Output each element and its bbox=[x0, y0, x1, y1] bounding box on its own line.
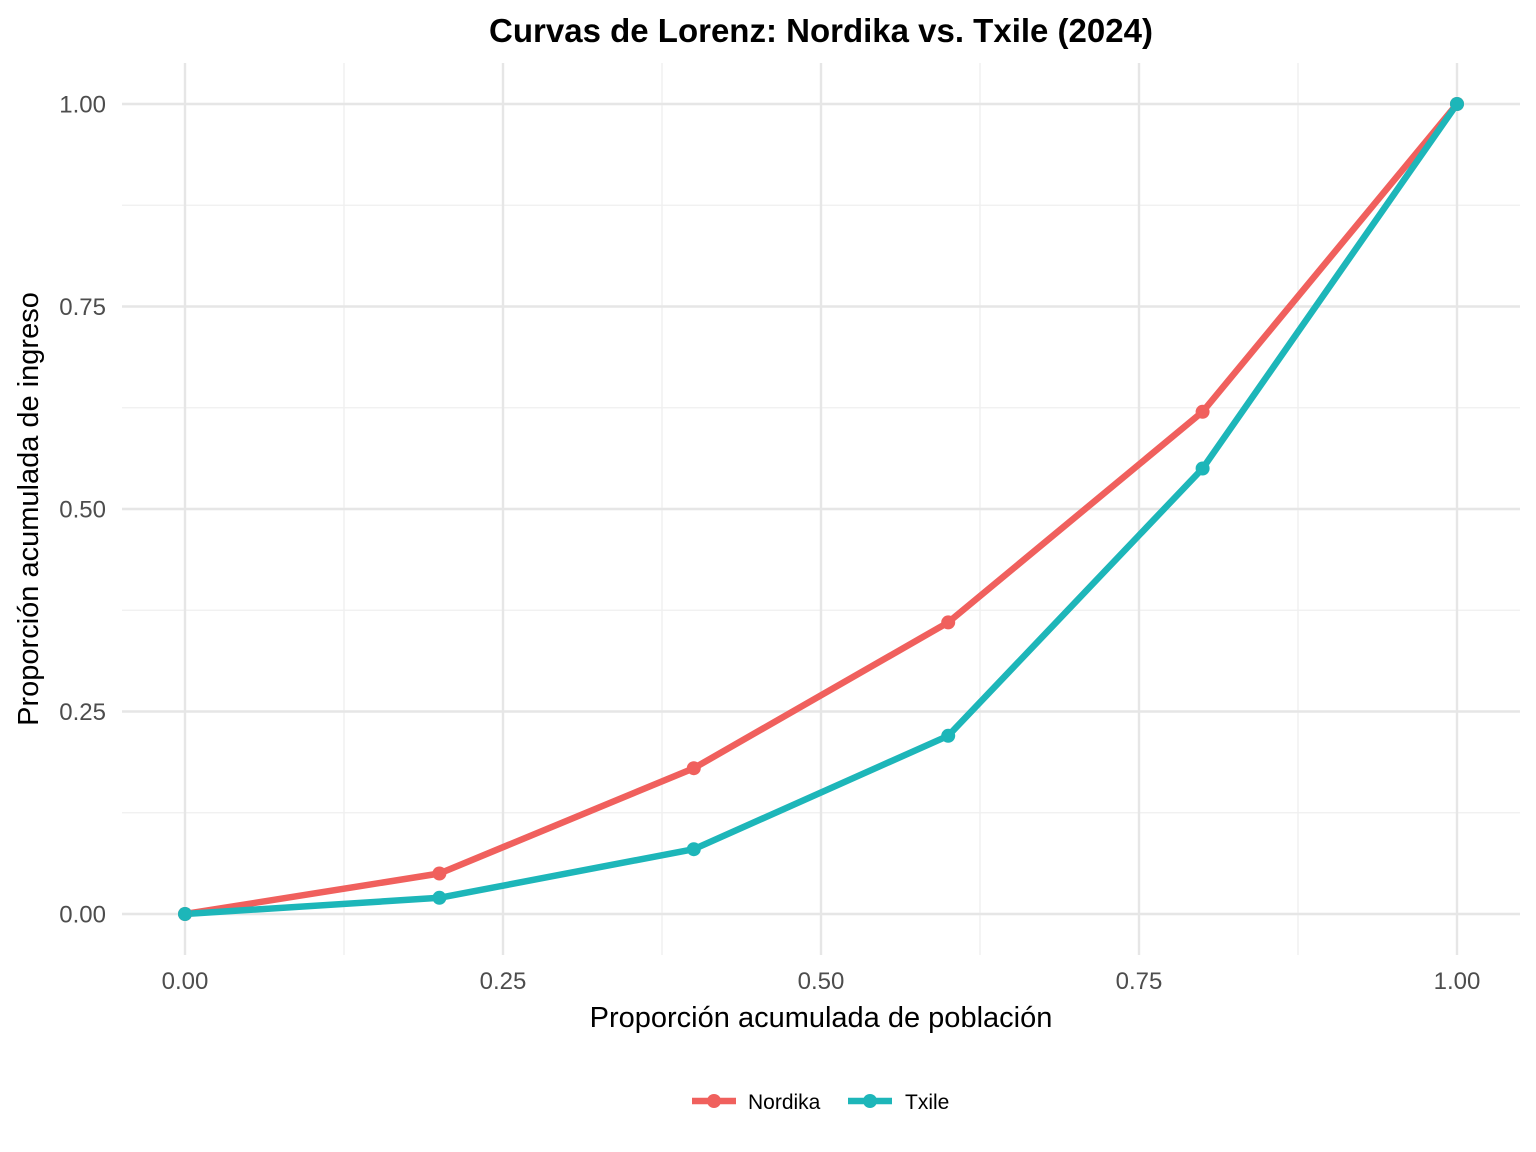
y-tick-label: 0.25 bbox=[59, 699, 106, 726]
data-point-txile bbox=[432, 890, 447, 905]
grid bbox=[122, 63, 1520, 955]
legend-key-point bbox=[707, 1094, 721, 1108]
legend-label: Nordika bbox=[748, 1091, 821, 1114]
legend-label: Txile bbox=[905, 1091, 949, 1114]
y-tick-label: 0.50 bbox=[59, 497, 106, 524]
data-point-txile bbox=[1450, 97, 1464, 111]
legend-item-txile: Txile bbox=[848, 1091, 949, 1114]
chart-title: Curvas de Lorenz: Nordika vs. Txile (202… bbox=[489, 12, 1153, 49]
data-point-nordika bbox=[686, 761, 701, 776]
data-point-txile bbox=[941, 728, 956, 743]
x-axis-ticks: 0.00 0.25 0.50 0.75 1.00 bbox=[162, 968, 1481, 995]
data-point-nordika bbox=[1195, 404, 1210, 419]
y-tick-label: 1.00 bbox=[59, 92, 106, 119]
x-tick-label: 0.25 bbox=[480, 968, 527, 995]
legend: Nordika Txile bbox=[692, 1091, 949, 1114]
data-point-txile bbox=[178, 907, 192, 921]
data-point-nordika bbox=[432, 866, 447, 881]
y-tick-label: 0.00 bbox=[59, 902, 106, 929]
legend-item-nordika: Nordika bbox=[692, 1091, 821, 1114]
series-line-txile bbox=[184, 102, 1460, 918]
legend-key-point bbox=[863, 1094, 877, 1108]
data-point-txile bbox=[686, 842, 701, 857]
x-tick-label: 1.00 bbox=[1434, 968, 1481, 995]
series-line-nordika bbox=[184, 101, 1460, 918]
y-axis-ticks: 0.00 0.25 0.50 0.75 1.00 bbox=[59, 92, 106, 929]
y-tick-label: 0.75 bbox=[59, 294, 106, 321]
x-tick-label: 0.75 bbox=[1116, 968, 1163, 995]
x-tick-label: 0.50 bbox=[798, 968, 845, 995]
x-axis-label: Proporción acumulada de población bbox=[590, 1002, 1053, 1034]
data-point-nordika bbox=[941, 615, 956, 630]
x-tick-label: 0.00 bbox=[162, 968, 209, 995]
y-axis-label: Proporción acumulada de ingreso bbox=[13, 292, 45, 726]
series-layer bbox=[178, 97, 1464, 921]
data-point-txile bbox=[1195, 461, 1210, 476]
